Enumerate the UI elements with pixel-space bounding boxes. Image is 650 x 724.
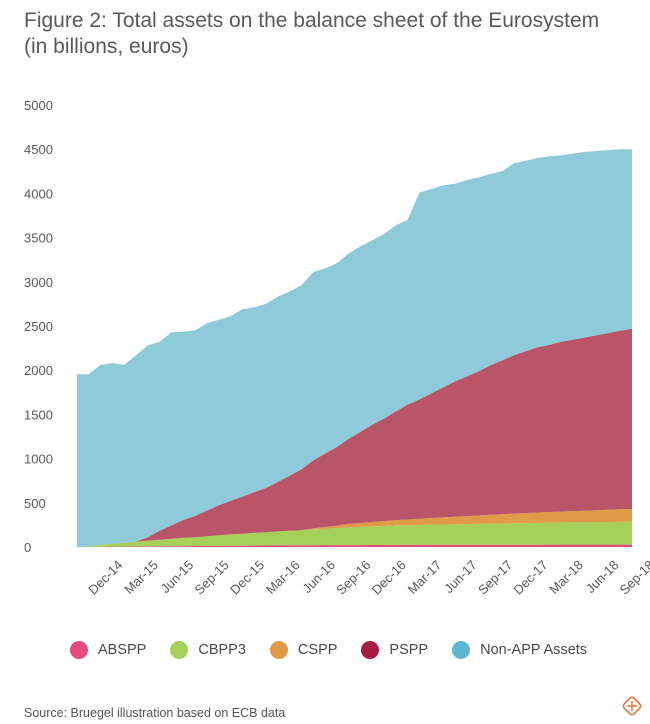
x-tick-label: Dec-15 [227, 557, 267, 597]
legend-item-non-app: Non-APP Assets [452, 641, 587, 659]
y-tick-label: 5000 [24, 98, 53, 113]
y-tick-label: 4500 [24, 142, 53, 157]
legend-swatch-pspp [361, 641, 380, 659]
y-tick-label: 2000 [24, 363, 53, 378]
legend-swatch-non-app [452, 641, 471, 659]
x-tick-label: Dec-16 [369, 557, 409, 597]
legend-swatch-cbpp3 [170, 641, 189, 659]
area-series [77, 149, 632, 547]
legend-label-pspp: PSPP [389, 642, 429, 658]
area-abspp [77, 544, 632, 547]
x-tick-label: Mar-15 [121, 557, 161, 597]
area-pspp [77, 328, 632, 547]
legend-swatch-abspp [70, 641, 88, 659]
legend-item-cspp: CSPP [269, 641, 338, 659]
x-tick-label: Sep-16 [333, 557, 373, 597]
legend-item-cbpp3: CBPP3 [170, 641, 246, 659]
legend-label-non-app: Non-APP Assets [480, 642, 588, 658]
x-tick-label: Mar-17 [405, 557, 445, 597]
y-tick-label: 3500 [24, 231, 53, 246]
x-tick-label: Dec-14 [85, 557, 125, 597]
x-tick-label: Sep-17 [475, 557, 515, 597]
y-tick-label: 0 [24, 540, 31, 555]
x-tick-label: Jun-18 [583, 557, 622, 596]
x-axis: Dec-14Mar-15Jun-15Sep-15Dec-15Mar-16Jun-… [85, 557, 650, 597]
y-tick-label: 4000 [24, 186, 53, 201]
x-tick-label: Jun-15 [158, 557, 197, 596]
x-tick-label: Mar-18 [546, 557, 586, 597]
diamond-arrows-icon[interactable] [622, 696, 642, 716]
x-tick-label: Sep-18 [617, 557, 650, 597]
y-tick-label: 1500 [24, 407, 53, 422]
legend: ABSPP CBPP3 CSPP PSPP Non-APP Assets [70, 638, 630, 662]
chart-canvas: 0 500 1000 1500 2000 2500 3000 3500 4000 4500 5000… [24, 98, 650, 598]
y-axis: 0 500 1000 1500 2000 2500 3000 3500 4000 4500 5000 [24, 98, 53, 555]
x-tick-label: Dec-17 [510, 557, 550, 597]
legend-label-abspp: ABSPP [98, 642, 147, 658]
chart-title: Figure 2: Total assets on the balance sh… [24, 9, 600, 58]
y-tick-label: 1000 [24, 452, 53, 467]
legend-label-cspp: CSPP [297, 642, 338, 658]
y-tick-label: 500 [24, 496, 46, 511]
y-tick-label: 3000 [24, 275, 53, 290]
x-tick-label: Jun-17 [441, 557, 480, 596]
area-non-app-assets [77, 149, 632, 547]
area-cspp [77, 509, 632, 547]
y-tick-label: 2500 [24, 319, 53, 334]
area-cbpp3 [77, 521, 632, 547]
x-tick-label: Jun-16 [299, 557, 338, 596]
legend-label-cbpp3: CBPP3 [198, 642, 246, 658]
legend-item-abspp: ABSPP [70, 641, 146, 659]
legend-swatch-cspp [269, 641, 288, 659]
x-tick-label: Mar-16 [263, 557, 303, 597]
x-tick-label: Sep-15 [192, 557, 232, 597]
source-note: Source: Bruegel illustration based on EC… [24, 706, 286, 720]
legend-item-pspp: PSPP [361, 641, 428, 659]
